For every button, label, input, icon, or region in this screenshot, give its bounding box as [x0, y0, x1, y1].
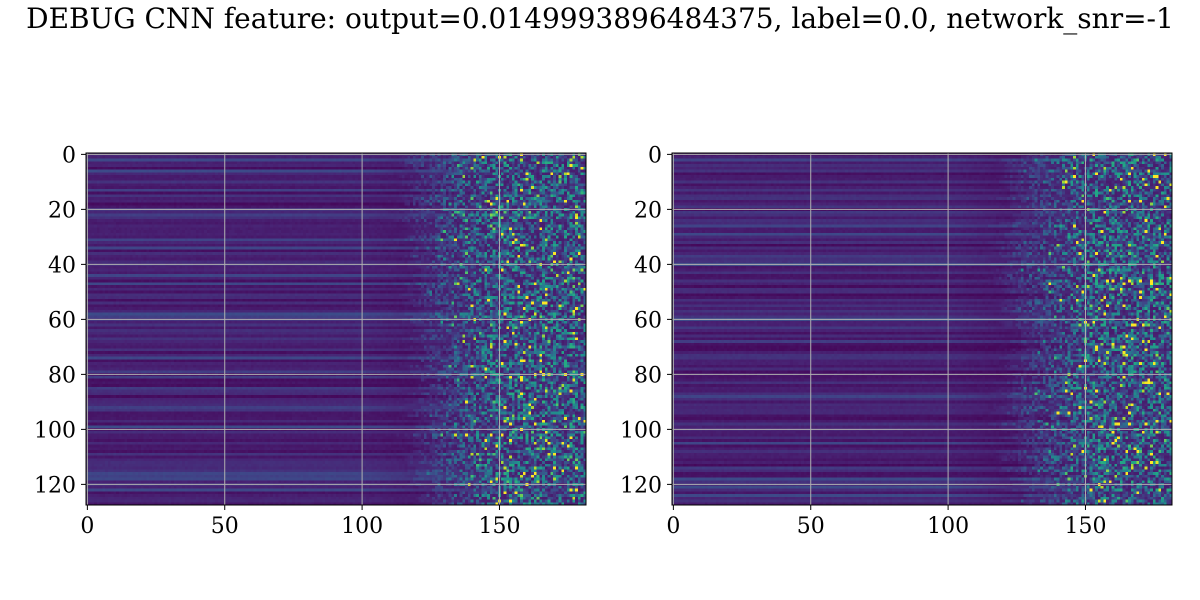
y-tick-label: 20: [48, 198, 76, 223]
x-tick-label: 150: [478, 514, 520, 539]
y-tick-label: 120: [34, 473, 76, 498]
y-tick-label: 60: [48, 308, 76, 333]
y-tick-label: 0: [648, 143, 662, 168]
y-tick-label: 20: [634, 198, 662, 223]
y-tick-label: 40: [634, 253, 662, 278]
x-tick-label: 0: [80, 514, 94, 539]
heatmap-image: [86, 153, 586, 505]
y-tick-label: 100: [34, 418, 76, 443]
x-tick-label: 100: [927, 514, 969, 539]
figure-title: DEBUG CNN feature: output=0.014999389648…: [26, 2, 1174, 35]
y-tick-label: 120: [620, 473, 662, 498]
axes-frame: [671, 152, 1173, 506]
axes-frame: [85, 152, 587, 506]
heatmap-panel-right: 0 50 100 150 0 20 40 60 80 100 120: [620, 143, 1173, 539]
y-tick-label: 40: [48, 253, 76, 278]
y-tick-label: 60: [634, 308, 662, 333]
y-tick-label: 80: [48, 363, 76, 388]
x-tick-label: 50: [797, 514, 825, 539]
x-tick-label: 100: [341, 514, 383, 539]
heatmap-panel-left: 0 50 100 150 0 20 40 60 80 100 120: [34, 143, 587, 539]
x-tick-label: 50: [211, 514, 239, 539]
heatmap-image: [672, 153, 1172, 505]
y-tick-label: 80: [634, 363, 662, 388]
y-tick-label: 100: [620, 418, 662, 443]
x-tick-label: 150: [1064, 514, 1106, 539]
x-tick-label: 0: [666, 514, 680, 539]
y-tick-label: 0: [62, 143, 76, 168]
